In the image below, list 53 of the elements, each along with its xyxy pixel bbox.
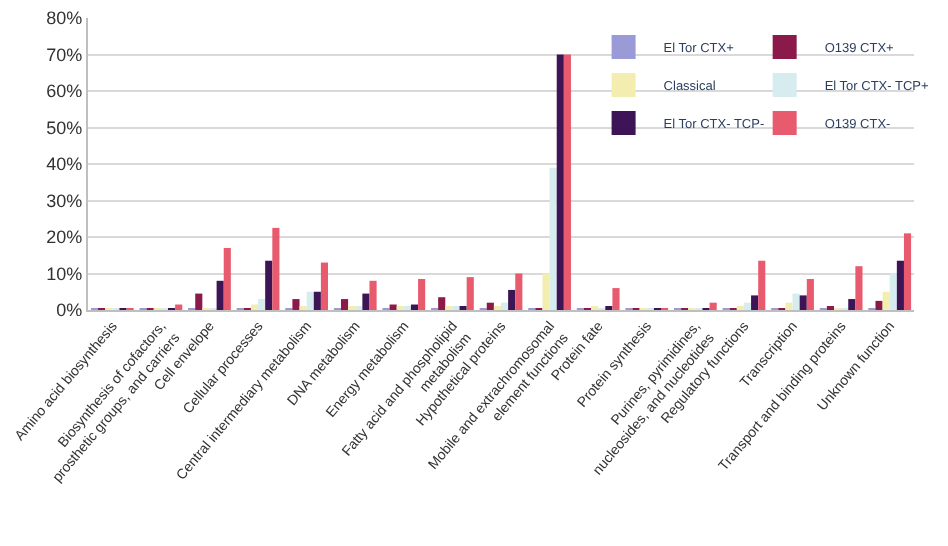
bar [340,299,349,310]
bar [848,299,856,310]
bar [875,300,883,310]
y-tick-label: 10% [46,263,83,284]
bar [556,54,564,310]
y-tick-label: 60% [46,81,83,102]
bar [903,233,912,310]
y-tick-label: 80% [46,8,83,29]
bar [709,302,717,310]
bar [896,260,904,310]
bar [320,262,329,310]
y-tick-label: 50% [46,117,83,138]
bar [272,227,280,310]
bar [889,273,897,310]
bar [389,304,397,310]
bar [792,293,800,310]
bar [515,273,523,310]
bar [410,304,419,310]
bar [751,295,759,310]
bar [175,304,183,310]
bar [313,291,321,310]
bar [542,273,550,310]
bar [785,302,793,310]
bar [258,299,266,310]
bar [882,291,890,310]
bar [216,280,224,310]
bar [250,304,259,310]
bar [265,260,273,310]
bar [549,167,557,310]
bar [306,291,314,310]
bar [501,302,509,310]
y-tick-label: 40% [46,154,83,175]
y-tick-label: 70% [46,44,83,65]
bar [563,54,571,310]
bar [362,293,370,310]
bar [369,280,377,310]
y-tick-label: 30% [46,190,83,211]
y-tick-label: 0% [56,300,83,321]
bar [195,293,203,310]
bar [486,302,494,310]
bar [758,260,766,310]
bar [743,302,752,310]
y-tick-label: 20% [46,227,83,248]
bar [418,278,426,310]
bar [806,278,814,310]
bar [292,299,300,310]
bar [799,295,807,310]
bar [855,266,863,310]
bar [438,297,446,310]
bar [508,289,516,310]
bar [223,247,231,310]
bar [612,288,620,310]
bar [466,277,474,310]
